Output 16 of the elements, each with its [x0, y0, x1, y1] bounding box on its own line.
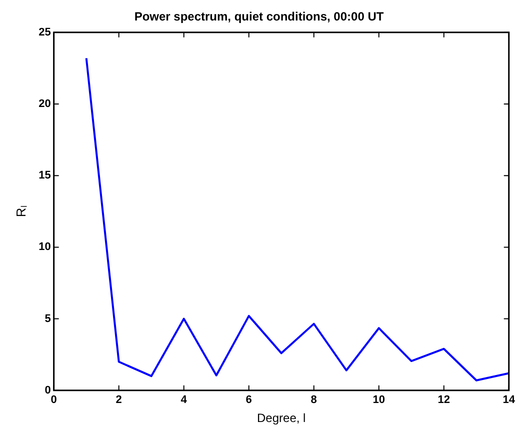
y-tick-label: 20	[38, 98, 51, 110]
x-tick-label: 14	[502, 394, 516, 406]
y-tick-label: 5	[44, 312, 51, 325]
x-tick-label: 4	[180, 394, 188, 406]
y-tick-label: 10	[38, 241, 51, 254]
x-tick-label: 6	[246, 394, 252, 406]
y-tick-label: 15	[38, 170, 51, 182]
y-tick-label: 0	[44, 384, 51, 396]
x-tick-label: 12	[438, 394, 450, 406]
x-tick-label: 2	[116, 394, 122, 406]
chart-title: Power spectrum, quiet conditions, 00:00 UT	[134, 10, 384, 24]
x-tick-label: 10	[372, 394, 385, 406]
x-tick-label: 8	[310, 394, 317, 406]
y-axis-title: Rₗ	[13, 206, 28, 218]
x-axis-title: Degree, l	[257, 411, 306, 426]
y-tick-label: 25	[38, 26, 51, 38]
